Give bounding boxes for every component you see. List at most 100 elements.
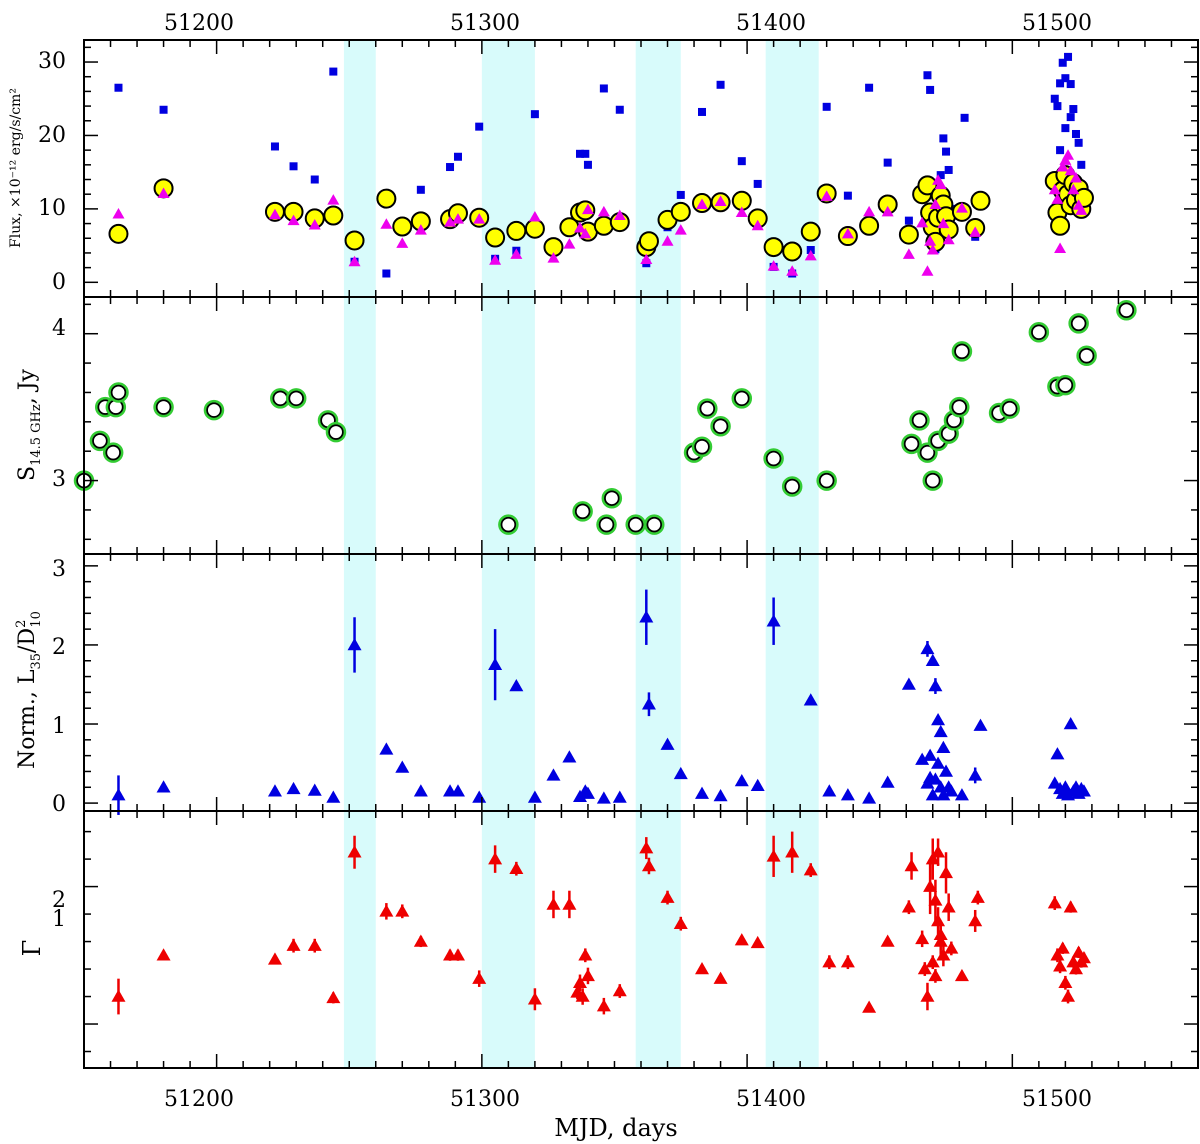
flux-high-point [843, 191, 852, 200]
flux-tick-label: 10 [38, 196, 66, 221]
flux-low-point [579, 227, 592, 239]
norm-y-label-sub: 35 [29, 653, 44, 670]
norm-y-label-main: Norm., L [15, 669, 40, 769]
flux-high-point [310, 175, 319, 184]
luminosity-point [156, 780, 171, 793]
flux-low-point [444, 216, 457, 227]
flux-low-point [597, 205, 610, 217]
photon-index-point [904, 858, 919, 872]
gamma-y-label: Γ [18, 940, 46, 957]
luminosity-point [546, 768, 561, 781]
flux-low-point [268, 208, 281, 220]
flux-high-point [904, 216, 913, 225]
photon-index-point [286, 938, 301, 951]
radio-ring [710, 415, 731, 437]
luminosity-point [641, 697, 656, 710]
flux-low-point [640, 253, 653, 265]
luminosity-point [931, 713, 946, 726]
flux-low-point [287, 214, 300, 226]
luminosity-point [1076, 784, 1091, 797]
luminosity-point [562, 750, 577, 763]
radio-ring [697, 398, 718, 419]
norm-y-label-sub2: 10 [29, 611, 44, 628]
radio-point [105, 444, 122, 461]
flux-mid-point [524, 218, 545, 239]
radio-ring [596, 514, 617, 535]
flux-high-point [475, 122, 484, 131]
radio-point [951, 399, 968, 416]
luminosity-point [915, 752, 930, 765]
flux-low-point [473, 213, 486, 224]
luminosity-point [936, 788, 951, 801]
flux-high-point [865, 83, 874, 92]
flux-mid-point [323, 205, 344, 226]
radio-point [784, 478, 801, 495]
photon-index-point [862, 1000, 877, 1013]
radio-y-label: S14.5 GHz, Jy [15, 368, 44, 481]
photon-index-point [509, 861, 524, 874]
luminosity-point [596, 791, 611, 804]
flux-low-point [547, 252, 560, 263]
luminosity-point [379, 742, 394, 755]
gamma-tick-label: 1 [52, 907, 66, 932]
flux-low-point [613, 209, 626, 220]
luminosity-point [527, 790, 542, 803]
flux-high-point [1077, 160, 1086, 169]
photon-index-point [1058, 975, 1073, 989]
flux-high-point [416, 185, 425, 194]
flux-low-point [380, 218, 393, 229]
radio-point [627, 516, 644, 533]
data-marks [73, 52, 1137, 1015]
norm-tick-label: 0 [52, 792, 66, 817]
luminosity-point [931, 756, 946, 769]
photon-index-point [920, 989, 935, 1002]
flux-low-point [735, 206, 748, 218]
radio-point [953, 343, 970, 360]
flux-high-point [446, 163, 455, 172]
flux-mid-point [108, 223, 129, 244]
luminosity-point [944, 784, 959, 797]
flux-high-point [822, 102, 831, 111]
flux-mid-point [506, 220, 527, 241]
radio-ring [1068, 313, 1089, 334]
photon-index-point [575, 989, 590, 1002]
flux-high-point [1066, 80, 1075, 89]
flux-low-point [786, 265, 799, 276]
flux-low-point [1051, 193, 1064, 204]
luminosity-point [862, 791, 877, 804]
flux-low-point [661, 235, 674, 246]
bottom-tick-label: 51400 [736, 1087, 806, 1112]
luminosity-point [954, 788, 969, 801]
norm-y-label-mid: /D [15, 628, 40, 653]
flux-high-point [942, 147, 951, 156]
radio-point [1057, 377, 1074, 394]
bottom-tick-label: 51300 [450, 1087, 520, 1112]
radio-y-label-main: S [15, 466, 40, 481]
luminosity-point [413, 784, 428, 797]
photon-index-point [936, 948, 951, 961]
flux-tick-label: 30 [38, 49, 66, 74]
luminosity-point [901, 677, 916, 690]
radio-point [1001, 400, 1018, 417]
flux-low-point [308, 219, 321, 230]
photon-index-point [562, 897, 577, 910]
radio-point [911, 412, 928, 429]
flux-low-point [902, 248, 915, 259]
flux-low-point [396, 237, 409, 248]
luminosity-point [933, 724, 948, 738]
photon-index-point [347, 845, 362, 858]
flux-high-point [939, 134, 948, 143]
radio-point [733, 390, 750, 407]
luminosity-point [734, 773, 749, 787]
photon-index-point [307, 938, 322, 951]
radio-ring [285, 388, 307, 409]
photon-index-point [750, 935, 765, 949]
photon-index-point [713, 971, 728, 984]
flux-low-point [1067, 183, 1080, 195]
photon-index-point [840, 955, 855, 968]
flux-high-point [289, 162, 298, 171]
luminosity-point [750, 778, 765, 791]
flux-high-point [883, 158, 892, 167]
luminosity-point [939, 764, 954, 777]
photon-index-point [941, 900, 956, 913]
